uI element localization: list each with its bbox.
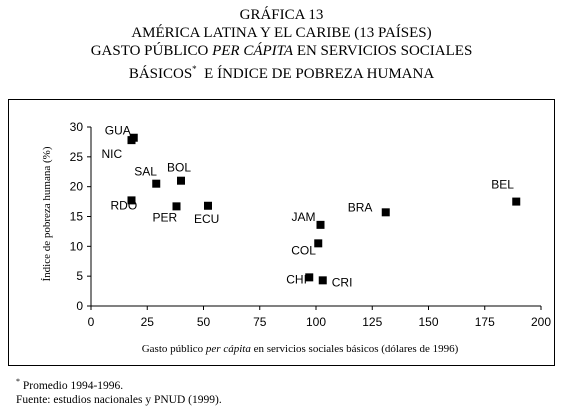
point-label-nic: NIC xyxy=(102,147,123,161)
y-tick-label: 20 xyxy=(70,180,84,194)
chart-frame xyxy=(8,99,555,366)
y-axis-label: Índice de pobreza humana (%) xyxy=(41,146,53,281)
y-tick-label: 0 xyxy=(76,299,83,313)
point-per xyxy=(172,202,181,211)
point-label-chi: CHI xyxy=(286,272,307,286)
point-rdo xyxy=(127,196,136,205)
source-note: Fuente: estudios nacionales y PNUD (1999… xyxy=(16,393,222,406)
x-tick-label: 125 xyxy=(362,315,382,329)
title-line3-b: EN SERVICIOS SOCIALES xyxy=(293,43,473,59)
x-axis-label: Gasto público per cápita en servicios so… xyxy=(142,343,459,355)
point-chi xyxy=(305,273,314,282)
x-tick-label: 200 xyxy=(531,315,551,329)
x-tick-label: 100 xyxy=(306,315,326,329)
point-bol xyxy=(177,176,185,185)
axes: 0 25 50 75 100 125 150 175 200 0 5 10 15 20 25 30 xyxy=(70,120,552,329)
chart-title-region: AMÉRICA LATINA Y EL CARIBE (13 PAÍSES) xyxy=(131,25,432,41)
x-tick-label: 175 xyxy=(475,315,495,329)
chart-notes: * Promedio 1994-1996. Fuente: estudios n… xyxy=(16,375,222,407)
point-label-sal: SAL xyxy=(134,165,157,179)
point-label-rdo: RDO xyxy=(111,198,138,212)
title-line4-a: BÁSICOS xyxy=(128,66,193,82)
title-line4-b: E ÍNDICE DE POBREZA HUMANA xyxy=(196,66,435,82)
x-tick-label: 25 xyxy=(141,315,155,329)
x-tick-label: 50 xyxy=(197,315,211,329)
point-label-per: PER xyxy=(153,210,178,224)
chart-title-line4: BÁSICOS* E ÍNDICE DE POBREZA HUMANA xyxy=(0,60,563,83)
y-tick-label: 15 xyxy=(70,210,84,224)
point-ecu xyxy=(204,201,212,210)
chart-number: GRÁFICA 13 xyxy=(239,7,324,23)
point-label-gua: GUA xyxy=(105,124,131,138)
y-tick-label: 10 xyxy=(70,239,84,253)
chart-title-line3: GASTO PÚBLICO PER CÁPITA EN SERVICIOS SO… xyxy=(0,42,563,60)
x-tick-label: 150 xyxy=(418,315,438,329)
point-label-ecu: ECU xyxy=(194,212,219,226)
footnote: * Promedio 1994-1996. xyxy=(16,375,222,393)
point-jam xyxy=(316,220,325,229)
point-label-col: COL xyxy=(291,243,316,257)
point-label-cri: CRI xyxy=(332,275,353,289)
chart-title-block: GRÁFICA 13 AMÉRICA LATINA Y EL CARIBE (1… xyxy=(0,6,563,83)
x-tick-label: 75 xyxy=(253,315,267,329)
title-line3-a: GASTO PÚBLICO xyxy=(90,43,213,59)
footnote-mark: * xyxy=(16,377,20,386)
data-points: GUA NIC SAL BOL RDO PER ECU JAM BRA BEL COL CHI CRI xyxy=(102,124,521,289)
x-tick-label: 0 xyxy=(88,315,95,329)
y-tick-label: 5 xyxy=(76,269,83,283)
title-line3-italic: PER CÁPITA xyxy=(212,43,294,59)
point-bra xyxy=(381,208,390,217)
point-label-bra: BRA xyxy=(348,200,373,214)
point-bel xyxy=(512,197,521,206)
title-footnote-mark: * xyxy=(192,64,197,74)
point-col xyxy=(314,239,323,248)
y-tick-label: 25 xyxy=(70,150,84,164)
point-nic xyxy=(127,136,136,145)
point-cri xyxy=(318,276,327,285)
point-label-jam: JAM xyxy=(292,210,316,224)
point-label-bel: BEL xyxy=(491,178,514,192)
footnote-text: Promedio 1994-1996. xyxy=(20,379,124,392)
point-sal xyxy=(152,179,161,188)
point-label-bol: BOL xyxy=(167,161,191,175)
y-tick-label: 30 xyxy=(70,120,84,134)
